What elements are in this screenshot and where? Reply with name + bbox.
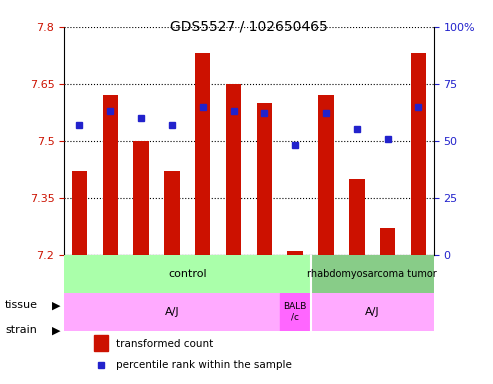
Bar xyxy=(64,255,311,293)
Text: BALB
/c: BALB /c xyxy=(283,302,307,321)
Text: tissue: tissue xyxy=(5,300,38,310)
Bar xyxy=(311,255,434,293)
Bar xyxy=(318,95,334,255)
Bar xyxy=(411,53,426,255)
Text: ▶: ▶ xyxy=(52,325,61,335)
Bar xyxy=(103,95,118,255)
Text: transformed count: transformed count xyxy=(116,339,213,349)
Bar xyxy=(195,53,211,255)
Bar xyxy=(72,171,87,255)
Bar xyxy=(311,293,449,331)
Text: A/J: A/J xyxy=(365,307,380,317)
Text: ▶: ▶ xyxy=(52,300,61,310)
Text: control: control xyxy=(168,269,207,279)
Bar xyxy=(134,141,149,255)
Bar xyxy=(257,103,272,255)
Text: strain: strain xyxy=(5,325,37,335)
Bar xyxy=(280,293,311,331)
Bar xyxy=(287,251,303,255)
Text: GDS5527 / 102650465: GDS5527 / 102650465 xyxy=(170,19,328,33)
Bar xyxy=(380,228,395,255)
Bar xyxy=(226,84,241,255)
Text: rhabdomyosarcoma tumor: rhabdomyosarcoma tumor xyxy=(307,269,437,279)
Bar xyxy=(164,171,179,255)
Bar xyxy=(349,179,364,255)
Text: A/J: A/J xyxy=(165,307,179,317)
Bar xyxy=(94,335,108,351)
Text: percentile rank within the sample: percentile rank within the sample xyxy=(116,360,292,370)
Bar xyxy=(64,293,295,331)
